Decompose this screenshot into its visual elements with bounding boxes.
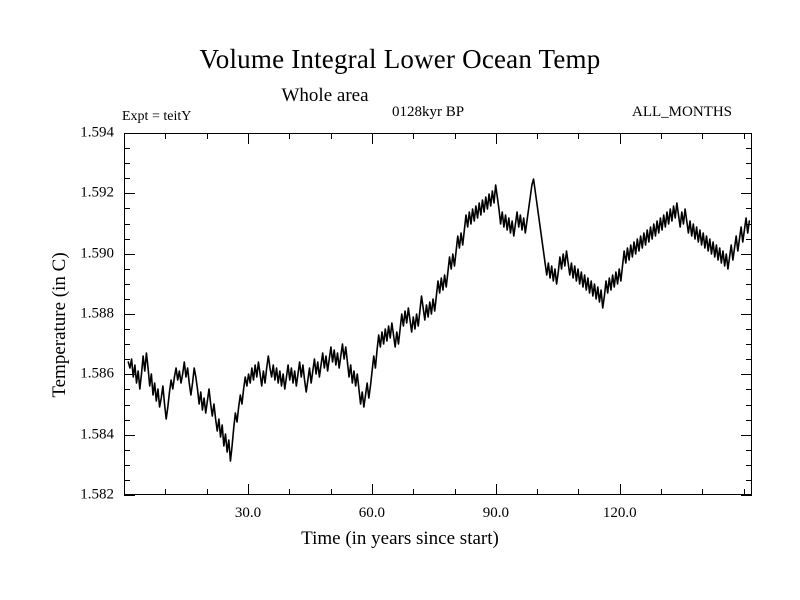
y-axis-minor-tick (746, 238, 752, 240)
y-axis-tick (741, 193, 752, 195)
x-axis-tick-label: 120.0 (602, 505, 637, 521)
y-axis-tick-label: 1.590 (80, 245, 114, 262)
x-axis-minor-tick (454, 489, 456, 495)
y-axis-minor-tick (746, 208, 752, 210)
y-axis-minor-tick (124, 449, 130, 451)
y-axis-minor-tick (124, 238, 130, 240)
y-axis-minor-tick (124, 479, 130, 481)
y-axis-tick (741, 314, 752, 315)
y-axis-minor-tick (124, 298, 130, 300)
x-axis-minor-tick (702, 133, 704, 139)
y-axis-minor-tick (746, 479, 752, 481)
y-axis-minor-tick (124, 208, 130, 210)
y-axis-minor-tick (124, 283, 130, 285)
y-axis-minor-tick (124, 148, 130, 150)
experiment-label: Expt = teitY (122, 109, 192, 124)
x-axis-tick-label: 30.0 (234, 505, 262, 521)
x-axis-minor-tick (330, 489, 332, 495)
y-axis-minor-tick (124, 163, 130, 165)
y-axis-minor-tick (124, 178, 130, 180)
y-axis-minor-tick (746, 419, 752, 421)
y-axis-minor-tick (746, 163, 752, 165)
y-axis-minor-tick (124, 404, 130, 406)
x-axis-minor-tick (702, 489, 704, 495)
x-axis-minor-tick (661, 489, 663, 495)
x-axis-minor-tick (289, 489, 291, 495)
y-axis-tick-label: 1.584 (80, 426, 114, 443)
y-axis-minor-tick (124, 268, 130, 270)
y-axis-tick-label: 1.594 (80, 124, 114, 141)
x-axis-minor-tick (578, 489, 580, 495)
y-axis-minor-tick (124, 329, 130, 331)
y-axis-minor-tick (746, 344, 752, 346)
y-axis-minor-tick (746, 329, 752, 331)
x-axis-minor-tick (165, 133, 167, 139)
x-axis-tick (371, 133, 373, 144)
x-axis-tick (247, 484, 249, 495)
y-axis-minor-tick (124, 389, 130, 391)
y-axis-tick-label: 1.586 (80, 365, 114, 382)
y-axis-minor-tick (746, 464, 752, 466)
y-axis-minor-tick (746, 283, 752, 285)
x-axis-minor-tick (413, 489, 415, 495)
y-axis-minor-tick (746, 404, 752, 406)
x-axis-minor-tick (661, 133, 663, 139)
y-axis-minor-tick (124, 344, 130, 346)
y-axis-tick (741, 495, 752, 496)
y-axis-tick (124, 314, 135, 315)
timeseries-line (127, 178, 751, 462)
page-title: Volume Integral Lower Ocean Temp (199, 44, 601, 74)
y-axis-minor-tick (746, 359, 752, 361)
y-axis-minor-tick (746, 268, 752, 270)
period-label: 0128kyr BP (392, 104, 465, 120)
y-axis-minor-tick (746, 148, 752, 150)
chart-subtitle: Whole area (281, 85, 369, 106)
y-axis-minor-tick (746, 298, 752, 300)
y-axis-tick (124, 253, 135, 255)
x-axis-tick-label: 90.0 (482, 505, 509, 521)
y-axis-minor-tick (124, 359, 130, 361)
months-label: ALL_MONTHS (632, 104, 732, 120)
y-axis-tick (741, 434, 752, 436)
y-axis-title: Temperature (in C) (49, 252, 70, 398)
plot-frame (124, 133, 752, 495)
y-axis-minor-tick (746, 449, 752, 451)
y-axis-tick-label: 1.592 (80, 184, 114, 201)
x-axis-minor-tick (330, 133, 332, 139)
y-axis-tick (741, 253, 752, 255)
y-axis-minor-tick (124, 419, 130, 421)
x-axis-minor-tick (578, 133, 580, 139)
x-axis-tick (619, 484, 621, 495)
y-axis-tick (124, 434, 135, 436)
x-axis-minor-tick (206, 489, 208, 495)
y-axis-minor-tick (124, 464, 130, 466)
x-axis-minor-tick (165, 489, 167, 495)
y-axis-tick (741, 374, 752, 376)
x-axis-minor-tick (206, 133, 208, 139)
x-axis-minor-tick (289, 133, 291, 139)
y-axis-tick (124, 495, 135, 496)
y-axis-tick-label: 1.588 (80, 305, 114, 322)
y-axis-minor-tick (124, 223, 130, 225)
x-axis-minor-tick (537, 489, 539, 495)
x-axis-tick (495, 484, 497, 495)
y-axis-tick-labels: 1.582 1.584 1.586 1.588 1.590 1.592 1.594 (0, 125, 114, 503)
y-axis-minor-tick (746, 389, 752, 391)
x-axis-tick-label: 60.0 (358, 505, 386, 521)
x-axis-minor-tick (743, 133, 745, 139)
x-axis-minor-tick (743, 489, 745, 495)
x-axis-tick (247, 133, 249, 144)
y-axis-tick (124, 374, 135, 376)
y-axis-tick-label: 1.582 (80, 486, 114, 503)
x-axis-tick (371, 484, 373, 495)
x-axis-title: Time (in years since start) (301, 528, 499, 549)
x-axis-tick (495, 133, 497, 144)
y-axis-tick (124, 193, 135, 195)
x-axis-minor-tick (413, 133, 415, 139)
x-axis-minor-tick (454, 133, 456, 139)
x-axis-minor-tick (537, 133, 539, 139)
y-axis-minor-tick (746, 178, 752, 180)
x-axis-tick (619, 133, 621, 144)
